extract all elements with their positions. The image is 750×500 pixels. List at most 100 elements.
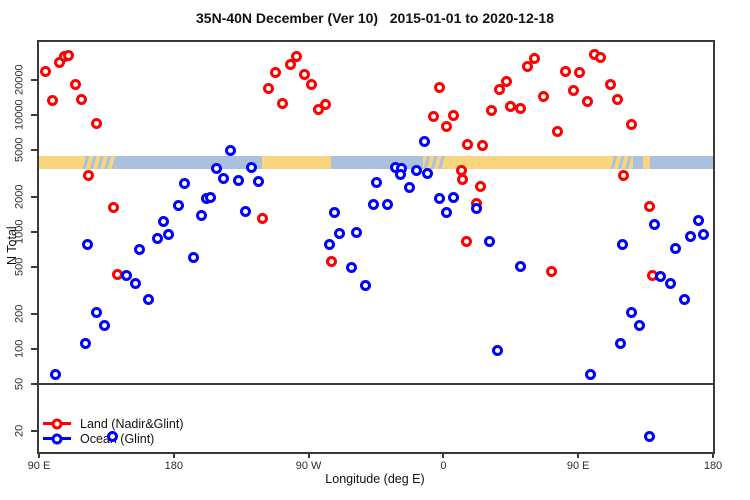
land-data-point (552, 126, 564, 138)
ocean-series-symbol (43, 433, 71, 444)
legend-row-land: Land (Nadir&Glint) (43, 416, 184, 431)
ocean-data-point (649, 219, 661, 231)
land-data-point (485, 104, 497, 116)
land-series-symbol (43, 418, 71, 429)
ocean-data-point (129, 277, 141, 289)
ocean-data-point (685, 230, 697, 242)
ocean-data-point (120, 269, 132, 281)
ocean-data-point (419, 135, 431, 147)
land-data-point (581, 95, 593, 107)
ocean-data-point (224, 144, 236, 156)
land-data-point (538, 91, 550, 103)
land-data-point (595, 52, 607, 64)
land-data-point (515, 102, 527, 114)
y-tick-label: 20000 (13, 64, 26, 96)
ocean-data-point (324, 239, 336, 251)
land-data-point (460, 236, 472, 248)
surface-band-coast (81, 156, 116, 169)
ocean-data-point (697, 229, 709, 241)
ocean-data-point (483, 236, 495, 248)
ocean-data-point (163, 228, 175, 240)
ocean-data-point (410, 164, 422, 176)
ocean-data-point (81, 239, 93, 251)
ocean-data-point (615, 337, 627, 349)
land-data-point (643, 200, 655, 212)
x-tick-label: 180 (703, 460, 723, 472)
land-data-point (291, 51, 303, 63)
ocean-data-point (434, 192, 445, 204)
land-data-point (475, 180, 487, 192)
land-data-point (319, 98, 331, 110)
land-data-point (625, 119, 637, 131)
ocean-data-point (246, 162, 258, 174)
surface-band-coast (422, 156, 446, 169)
ocean-data-point (515, 260, 527, 272)
y-tick (31, 430, 37, 432)
ocean-data-point (679, 293, 691, 305)
land-data-point (46, 94, 58, 106)
ocean-data-point (232, 174, 244, 186)
surface-band-ocean (331, 156, 423, 169)
ocean-data-point (448, 191, 460, 203)
y-tick (31, 266, 37, 269)
y-tick (31, 313, 37, 315)
ocean-data-point (204, 191, 216, 203)
x-tick (172, 452, 175, 458)
ocean-data-point (616, 239, 628, 251)
land-data-point (75, 94, 87, 106)
ocean-data-point (151, 232, 163, 244)
ocean-data-point (211, 163, 223, 175)
surface-band-land (39, 156, 82, 169)
ocean-data-point (218, 173, 230, 185)
surface-band-coast (610, 156, 634, 169)
surface-band-land (262, 156, 332, 169)
plot-area: Land (Nadir&Glint) Ocean (Glint) 90 E 180… (14, 40, 722, 472)
y-tick (31, 149, 37, 152)
land-data-point (284, 59, 296, 71)
land-data-point (108, 201, 120, 213)
land-data-point (456, 174, 468, 186)
land-data-point (305, 79, 317, 91)
land-data-point (90, 118, 102, 130)
surface-band-ocean (633, 156, 644, 169)
ocean-data-point (395, 169, 407, 181)
ocean-data-point (173, 199, 185, 211)
ocean-data-point (664, 277, 676, 289)
x-tick (307, 452, 310, 458)
ocean-data-point (239, 206, 251, 218)
x-tick-label: 90 W (295, 460, 322, 472)
land-data-point (461, 139, 473, 151)
reference-line (39, 383, 713, 386)
land-data-point (493, 84, 505, 96)
ocean-data-point (143, 294, 155, 305)
ocean-data-point (99, 320, 111, 332)
land-data-point (428, 111, 440, 122)
surface-band-ocean (115, 156, 263, 169)
ocean-data-point (345, 262, 357, 274)
land-data-point (70, 79, 82, 91)
surface-band-land (445, 156, 611, 169)
ocean-data-point (585, 368, 597, 380)
ocean-data-point (107, 430, 119, 442)
land-data-point (40, 65, 52, 77)
land-data-point (611, 94, 623, 106)
ocean-data-point (195, 210, 207, 222)
land-data-point (500, 76, 512, 88)
ocean-data-point (440, 207, 452, 219)
ocean-data-point (421, 168, 433, 180)
land-data-point (505, 100, 517, 112)
land-data-point (276, 97, 288, 109)
ocean-data-point (49, 368, 61, 380)
ocean-data-point (693, 214, 705, 226)
ocean-data-point (359, 280, 371, 292)
x-tick (442, 452, 445, 458)
land-data-point (299, 69, 311, 81)
y-tick (31, 196, 37, 198)
ocean-data-point (133, 243, 145, 255)
land-data-point (605, 79, 617, 91)
land-data-point (522, 60, 534, 72)
y-tick (31, 114, 37, 117)
land-data-point (63, 50, 75, 62)
land-data-point (617, 169, 629, 181)
x-tick (38, 452, 40, 458)
